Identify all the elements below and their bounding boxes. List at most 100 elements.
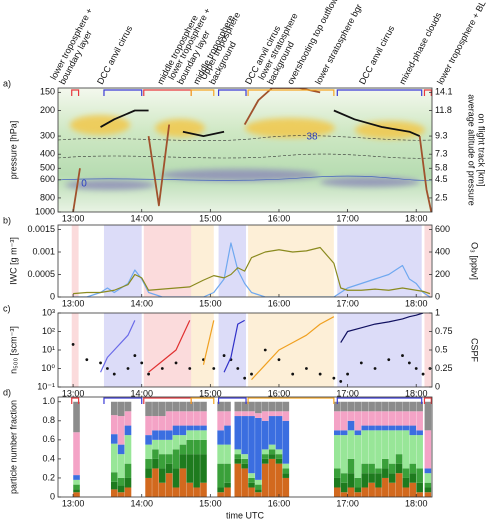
data-point (346, 372, 349, 376)
bar-segment (282, 477, 290, 497)
data-point (112, 372, 116, 376)
series-line (72, 88, 432, 212)
blob (245, 118, 335, 138)
bar-segment (424, 487, 432, 493)
bar-segment (255, 401, 262, 414)
bar-segment (234, 463, 242, 497)
annotation: lower troposphere +boundary layer (48, 6, 94, 86)
bar-segment (241, 401, 248, 412)
bar-segment (361, 425, 369, 431)
bar-segment (124, 435, 132, 464)
plot-area (72, 88, 432, 212)
data-point (414, 367, 418, 370)
bar-segment (361, 463, 369, 474)
segment-shade (143, 225, 192, 297)
y2-tick-label: 0 (435, 291, 440, 301)
data-point (277, 358, 281, 362)
x-axis-label: time UTC (226, 510, 265, 520)
data-point (236, 367, 240, 370)
bar-segment (275, 458, 283, 464)
bar-segment (172, 401, 180, 412)
bar-segment (375, 487, 382, 497)
bar-segment (361, 430, 369, 464)
bar-segment (193, 454, 200, 488)
bar-segment (375, 468, 382, 474)
bar-segment (217, 430, 224, 445)
segment-bracket (247, 397, 335, 404)
bar-segment (248, 416, 255, 474)
data-point (99, 361, 102, 365)
bar-segment (234, 458, 242, 464)
bar-segment (395, 473, 403, 497)
segment-shade (191, 225, 214, 297)
annotation-text: mixed-phase clouds (397, 10, 444, 86)
segment-bracket (423, 397, 432, 404)
segment-bracket (71, 397, 80, 404)
series-line (223, 319, 245, 373)
y2-tick-label: 200 (435, 269, 450, 279)
y-axis-label: particle number fraction (8, 400, 18, 494)
bar-segment (165, 473, 173, 497)
y2-tick-label: 0.5 (435, 344, 448, 354)
segment-bracket (71, 89, 80, 96)
bar-segment (347, 473, 355, 488)
y2-axis-label: on flight track [km] (477, 113, 487, 186)
data-point (387, 358, 391, 362)
bar-segment (275, 416, 283, 450)
x-tick-label: 14:00 (130, 213, 153, 223)
x-tick-label: 15:00 (199, 388, 222, 398)
bar-segment (409, 425, 417, 436)
bar-segment (268, 411, 276, 417)
bar-segment (179, 411, 187, 426)
x-tick-label: 16:00 (268, 298, 291, 308)
bar-segment (416, 492, 423, 497)
bar-segment (110, 443, 118, 473)
bar-segment (200, 425, 207, 431)
bar-segment (395, 401, 403, 412)
bar-segment (382, 430, 389, 459)
bar-segment (152, 468, 159, 497)
field-background (57, 88, 433, 212)
bar-segment (241, 463, 248, 469)
y2-tick-label: 400 (435, 246, 450, 256)
bar-segment (73, 479, 80, 485)
bar-segment (172, 411, 180, 426)
y-tick-label: 10¹ (42, 344, 55, 354)
segment-shade (218, 225, 247, 297)
bar-segment (159, 468, 166, 483)
segment-shade (103, 313, 142, 387)
data-point (332, 376, 336, 380)
blob (65, 180, 155, 190)
bar-segment (354, 487, 362, 493)
bar-segment (234, 454, 242, 459)
bar-segment (73, 484, 80, 490)
bar-segment (186, 425, 194, 431)
bar-segment (200, 482, 207, 497)
bar-segment (124, 401, 132, 412)
bar-segment (402, 487, 410, 497)
bar-segment (186, 411, 194, 426)
bar-segment (165, 411, 173, 431)
y2-axis-label: average altitude of pressure (467, 94, 477, 206)
bar-segment (200, 411, 207, 426)
bar-segment (402, 430, 410, 469)
bar-segment (375, 473, 382, 488)
bar-segment (382, 468, 389, 478)
plot-frame (57, 396, 433, 498)
bar-segment (416, 401, 423, 412)
bar-segment (117, 416, 125, 445)
bar-segment (409, 482, 417, 497)
bar-segment (152, 458, 159, 469)
bar-segment (388, 482, 396, 497)
bar-segment (388, 425, 396, 431)
bar-segment (124, 487, 132, 497)
segment-shade (71, 225, 79, 297)
bar-segment (200, 401, 207, 412)
series-line (73, 246, 431, 295)
y2-tick-label: 4.5 (435, 174, 448, 184)
blob (70, 115, 130, 135)
y-tick-label: 0.0015 (27, 224, 55, 234)
series-line (340, 313, 424, 343)
x-tick-label: 13:00 (62, 498, 85, 508)
data-point (373, 367, 377, 370)
